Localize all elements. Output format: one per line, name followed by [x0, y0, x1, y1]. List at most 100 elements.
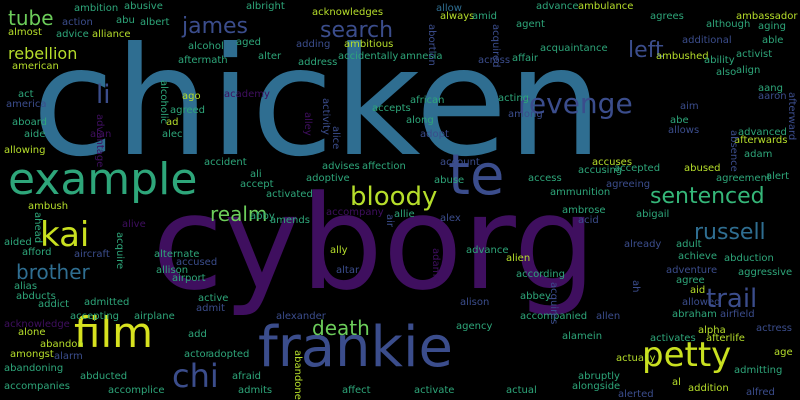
word-albert: albert: [140, 17, 170, 28]
word-cyborg: cyborg: [152, 167, 597, 319]
word-air: air: [384, 214, 395, 228]
word-agreeing: agreeing: [606, 179, 651, 190]
word-ambassador: ambassador: [736, 11, 798, 22]
word-agent: agent: [516, 19, 545, 30]
word-revenge: revenge: [518, 87, 633, 120]
word-adamn: adamn: [430, 248, 441, 283]
word-alongside: alongside: [572, 381, 621, 392]
word-actual: actual: [506, 385, 537, 396]
word-aircraft: aircraft: [74, 249, 110, 260]
word-ally: ally: [330, 245, 348, 256]
word-rebellion: rebellion: [8, 44, 78, 63]
word-additional: additional: [682, 35, 732, 46]
word-affection: affection: [362, 161, 406, 172]
word-already: already: [624, 239, 662, 250]
word-actor: actor: [184, 349, 210, 360]
word-allowing: allowing: [4, 145, 46, 156]
word-airport: airport: [172, 273, 206, 284]
word-brother: brother: [16, 260, 90, 284]
word-activity: activity: [320, 98, 331, 135]
word-affect: affect: [342, 385, 371, 396]
word-advance: advance: [536, 1, 579, 12]
word-activated: activated: [266, 189, 313, 200]
word-amid: amid: [472, 11, 497, 22]
word-abruptly: abruptly: [578, 371, 620, 382]
word-advises: advises: [322, 161, 360, 172]
word-afterlife: afterlife: [706, 333, 745, 344]
word-accomplice: accomplice: [108, 385, 165, 396]
word-almost: almost: [8, 27, 42, 38]
word-alone: alone: [18, 327, 46, 338]
word-example: example: [8, 154, 198, 205]
word-adult: adult: [676, 239, 702, 250]
word-adding: adding: [296, 39, 331, 50]
word-kai: kai: [40, 215, 90, 255]
word-adopt: adopt: [420, 129, 449, 140]
word-realm: realm: [210, 202, 268, 226]
word-active: active: [198, 293, 229, 304]
word-ambush: ambush: [28, 201, 69, 212]
word-advance: advance: [466, 245, 509, 256]
word-frankie: frankie: [258, 315, 453, 380]
word-acting: acting: [498, 93, 530, 104]
word-alliance: alliance: [92, 29, 131, 40]
word-allow: allow: [436, 3, 462, 14]
word-america: america: [6, 99, 47, 110]
word-alfred: alfred: [746, 387, 775, 398]
word-alert: alert: [766, 171, 790, 182]
word-ad: ad: [166, 117, 179, 128]
word-act: act: [18, 89, 34, 100]
word-accused: accused: [176, 257, 218, 268]
word-abusive: abusive: [124, 1, 163, 12]
word-alien: alien: [506, 253, 531, 264]
word-afterward: afterward: [786, 92, 797, 141]
word-among: among: [508, 109, 543, 120]
word-alias: alias: [14, 281, 38, 292]
word-aboard: aboard: [12, 117, 48, 128]
word-abbey: abbey: [520, 291, 551, 302]
word-ahead: ahead: [32, 212, 43, 244]
word-bloody: bloody: [350, 182, 438, 212]
word-albright: albright: [246, 1, 285, 12]
word-across: across: [478, 55, 511, 66]
word-affair: affair: [512, 53, 539, 64]
word-acquire: acquire: [114, 232, 125, 270]
word-abandoning: abandoning: [4, 363, 64, 374]
word-abe: abe: [670, 115, 689, 126]
word-accepts: accepts: [372, 103, 411, 114]
word-able: able: [762, 35, 784, 46]
word-death: death: [312, 316, 370, 340]
word-alpha: alpha: [698, 325, 726, 336]
word-acid: acid: [578, 215, 599, 226]
word-agrees: agrees: [650, 11, 684, 22]
word-acknowledge: acknowledge: [4, 319, 70, 330]
word-accusing: accusing: [578, 165, 623, 176]
word-alter: alter: [258, 51, 282, 62]
word-access: access: [528, 173, 562, 184]
word-actually: actually: [616, 353, 656, 364]
word-adam: adam: [744, 149, 773, 160]
word-agreement: agreement: [716, 173, 771, 184]
word-abandoned: abandoned: [292, 350, 303, 400]
word-address: address: [298, 57, 338, 68]
word-activist: activist: [736, 49, 773, 60]
word-aim: aim: [680, 101, 699, 112]
word-aaron: aaron: [758, 91, 787, 102]
word-ambulance: ambulance: [578, 1, 634, 12]
word-adventure: adventure: [666, 265, 718, 276]
word-abby: abby: [250, 211, 275, 222]
word-al: al: [672, 377, 681, 388]
word-alec: alec: [162, 129, 183, 140]
word-ambushed: ambushed: [656, 51, 709, 62]
word-although: although: [706, 19, 751, 30]
word-abandon: abandon: [40, 339, 84, 350]
word-alice: alice: [330, 126, 341, 150]
word-accepting: accepting: [70, 311, 120, 322]
word-alcohol: alcohol: [188, 41, 224, 52]
word-accept: accept: [240, 179, 274, 190]
word-alamein: alamein: [562, 331, 603, 342]
word-allison: allison: [156, 265, 189, 276]
word-adoptive: adoptive: [306, 173, 350, 184]
word-addict: addict: [38, 299, 70, 310]
word-abducts: abducts: [16, 291, 56, 302]
